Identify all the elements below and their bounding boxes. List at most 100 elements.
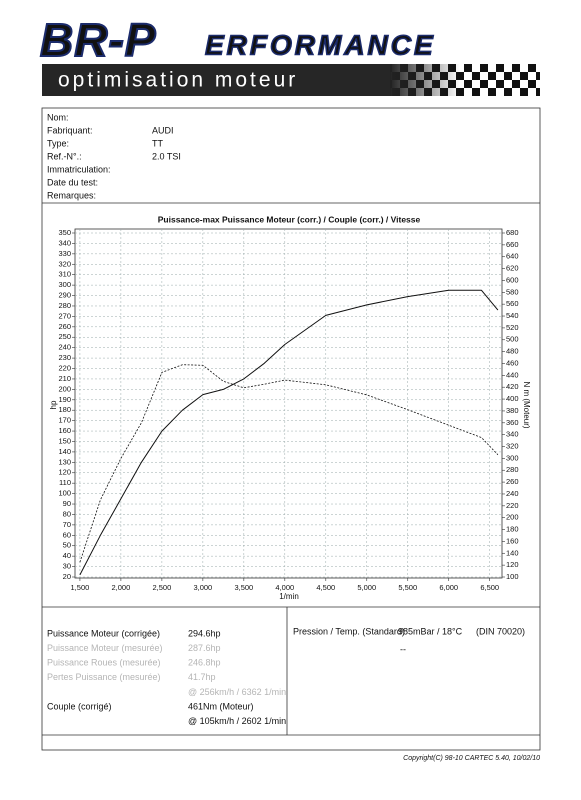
info-label: Type: bbox=[47, 138, 69, 148]
info-label: Immatriculation: bbox=[47, 164, 111, 174]
pressure-norm: (DIN 70020) bbox=[476, 626, 525, 636]
flag-fade bbox=[390, 64, 460, 96]
y-tick-label: 50 bbox=[63, 541, 71, 550]
pressure-label: Pression / Temp. (Standard) bbox=[293, 626, 405, 636]
y-tick-label: 140 bbox=[58, 447, 71, 456]
y-tick-label: 220 bbox=[58, 363, 71, 372]
y-tick-label: 300 bbox=[58, 280, 71, 289]
x-tick-label: 3,500 bbox=[234, 583, 253, 592]
power-line bbox=[79, 289, 499, 576]
result-value: 294.6hp bbox=[188, 628, 221, 638]
y2-tick-label: 400 bbox=[506, 394, 519, 403]
x-tick-label: 1,500 bbox=[71, 583, 90, 592]
x-tick-label: 6,500 bbox=[480, 583, 499, 592]
y-tick-label: 170 bbox=[58, 416, 71, 425]
info-label: Ref.-N°.: bbox=[47, 151, 82, 161]
y-tick-label: 190 bbox=[58, 395, 71, 404]
y2-tick-label: 160 bbox=[506, 536, 519, 545]
y2-tick-label: 680 bbox=[506, 228, 519, 237]
torque-line bbox=[79, 364, 499, 563]
y2-tick-label: 260 bbox=[506, 477, 519, 486]
info-value: AUDI bbox=[152, 125, 174, 135]
y2-tick-label: 200 bbox=[506, 513, 519, 522]
y-tick-label: 130 bbox=[58, 457, 71, 466]
x-tick-label: 2,500 bbox=[152, 583, 171, 592]
result-value: 287.6hp bbox=[188, 643, 221, 653]
result-label: Pertes Puissance (mesurée) bbox=[47, 672, 161, 682]
result-label: Puissance Moteur (corrigée) bbox=[47, 628, 160, 638]
y2-tick-label: 380 bbox=[506, 406, 519, 415]
y2-tick-label: 180 bbox=[506, 525, 519, 534]
y2-tick-label: 280 bbox=[506, 465, 519, 474]
y-tick-label: 250 bbox=[58, 332, 71, 341]
pressure-extra: -- bbox=[400, 644, 406, 654]
y2-tick-label: 440 bbox=[506, 370, 519, 379]
result-label: Puissance Roues (mesurée) bbox=[47, 658, 161, 668]
result-value: @ 256km/h / 6362 1/min bbox=[188, 687, 286, 697]
y2-tick-label: 540 bbox=[506, 311, 519, 320]
y-tick-label: 340 bbox=[58, 238, 71, 247]
outer-frame bbox=[41, 107, 541, 751]
y2-tick-label: 100 bbox=[506, 572, 519, 581]
y2-tick-label: 520 bbox=[506, 323, 519, 332]
y-tick-label: 80 bbox=[63, 509, 71, 518]
logo-main: BR-P bbox=[40, 14, 156, 66]
y2-tick-label: 320 bbox=[506, 442, 519, 451]
y-tick-label: 280 bbox=[58, 301, 71, 310]
result-value: @ 105km/h / 2602 1/min bbox=[188, 716, 286, 726]
y-tick-label: 150 bbox=[58, 436, 71, 445]
y2-axis-label: N m (Moteur) bbox=[522, 381, 531, 428]
y-tick-label: 30 bbox=[63, 562, 71, 571]
y-tick-label: 270 bbox=[58, 311, 71, 320]
info-label: Nom: bbox=[47, 112, 69, 122]
y-axis-label: hp bbox=[49, 400, 58, 409]
info-label: Fabriquant: bbox=[47, 125, 93, 135]
y2-tick-label: 300 bbox=[506, 453, 519, 462]
y2-tick-label: 140 bbox=[506, 548, 519, 557]
x-tick-label: 6,000 bbox=[439, 583, 458, 592]
x-tick-label: 5,500 bbox=[398, 583, 417, 592]
y-tick-label: 310 bbox=[58, 270, 71, 279]
y-tick-label: 180 bbox=[58, 405, 71, 414]
y-tick-label: 100 bbox=[58, 489, 71, 498]
y-tick-label: 120 bbox=[58, 468, 71, 477]
y-tick-label: 240 bbox=[58, 343, 71, 352]
result-value: 41.7hp bbox=[188, 672, 216, 682]
x-tick-label: 5,000 bbox=[357, 583, 376, 592]
result-label: Couple (corrigé) bbox=[47, 701, 112, 711]
y2-tick-label: 560 bbox=[506, 299, 519, 308]
y2-tick-label: 580 bbox=[506, 287, 519, 296]
y-tick-label: 260 bbox=[58, 322, 71, 331]
info-label: Remarques: bbox=[47, 190, 96, 200]
x-axis-label: 1/min bbox=[279, 592, 299, 601]
result-value: 461Nm (Moteur) bbox=[188, 701, 254, 711]
y2-tick-label: 640 bbox=[506, 252, 519, 261]
copyright: Copyright(C) 98-10 CARTEC 5.40, 10/02/10 bbox=[403, 755, 540, 762]
y2-tick-label: 360 bbox=[506, 418, 519, 427]
y2-tick-label: 600 bbox=[506, 275, 519, 284]
info-value: 2.0 TSI bbox=[152, 151, 181, 161]
y2-tick-label: 620 bbox=[506, 264, 519, 273]
y-tick-label: 160 bbox=[58, 426, 71, 435]
y2-tick-label: 340 bbox=[506, 430, 519, 439]
tagline: optimisation moteur bbox=[58, 69, 298, 92]
y2-tick-label: 420 bbox=[506, 382, 519, 391]
y-tick-label: 330 bbox=[58, 249, 71, 258]
pressure-value: 985mBar / 18°C bbox=[398, 626, 463, 636]
y-tick-label: 110 bbox=[59, 478, 71, 487]
y-tick-label: 290 bbox=[58, 291, 71, 300]
result-label: Puissance Moteur (mesurée) bbox=[47, 643, 163, 653]
x-tick-label: 2,000 bbox=[112, 583, 131, 592]
y-tick-label: 230 bbox=[58, 353, 71, 362]
y-tick-label: 90 bbox=[63, 499, 71, 508]
x-tick-label: 4,500 bbox=[316, 583, 335, 592]
y-tick-label: 60 bbox=[63, 530, 71, 539]
logo-rest: ERFORMANCE bbox=[205, 29, 436, 60]
y2-tick-label: 240 bbox=[506, 489, 519, 498]
x-tick-label: 4,000 bbox=[275, 583, 294, 592]
y-tick-label: 40 bbox=[63, 551, 71, 560]
plot-frame bbox=[74, 228, 503, 579]
y-tick-label: 350 bbox=[58, 228, 71, 237]
y2-tick-label: 480 bbox=[506, 347, 519, 356]
